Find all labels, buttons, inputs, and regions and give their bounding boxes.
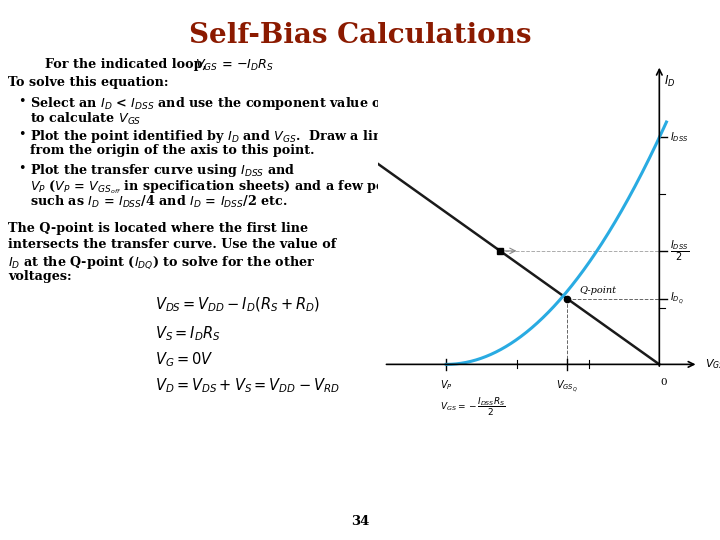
Text: $V_{GS}$: $V_{GS}$ <box>705 357 720 372</box>
Text: from the origin of the axis to this point.: from the origin of the axis to this poin… <box>30 144 315 157</box>
Text: $V_{GS_Q}$: $V_{GS_Q}$ <box>556 379 578 394</box>
Text: such as $I_D$ = $I_{DSS}$/4 and $I_D$ = $I_{DSS}$/2 etc.: such as $I_D$ = $I_{DSS}$/4 and $I_D$ = … <box>30 194 287 210</box>
Text: $V_{GS}$ = $-I_D R_S$: $V_{GS}$ = $-I_D R_S$ <box>195 58 274 73</box>
Text: $I_{DSS}$: $I_{DSS}$ <box>670 131 688 144</box>
Text: •: • <box>18 95 25 108</box>
Text: $I_D$: $I_D$ <box>664 74 675 89</box>
Text: 34: 34 <box>351 515 369 528</box>
Text: voltages:: voltages: <box>8 270 71 283</box>
Text: $I_{D_Q}$: $I_{D_Q}$ <box>670 291 683 306</box>
Text: Plot the point identified by $I_D$ and $V_{GS}$.  Draw a line: Plot the point identified by $I_D$ and $… <box>30 128 391 145</box>
Text: $I_D$ at the Q-point ($I_{DQ}$) to solve for the other: $I_D$ at the Q-point ($I_{DQ}$) to solve… <box>8 254 315 271</box>
Text: Sketching the self bias line: Sketching the self bias line <box>475 310 677 323</box>
Text: $V_D = V_{DS} + V_S = V_{DD} - V_{RD}$: $V_D = V_{DS} + V_S = V_{DD} - V_{RD}$ <box>155 376 340 395</box>
Text: Fig. (6.11): Fig. (6.11) <box>400 310 478 323</box>
Text: Plot the transfer curve using $I_{DSS}$ and: Plot the transfer curve using $I_{DSS}$ … <box>30 162 295 179</box>
Text: $V_P$: $V_P$ <box>440 379 453 392</box>
Text: intersects the transfer curve. Use the value of: intersects the transfer curve. Use the v… <box>8 238 336 251</box>
Text: Select an $I_D$ < $I_{DSS}$ and use the component value of $R_S$: Select an $I_D$ < $I_{DSS}$ and use the … <box>30 95 406 112</box>
Text: $\dfrac{I_{DSS}}{2}$: $\dfrac{I_{DSS}}{2}$ <box>670 239 689 264</box>
Text: $V_{DS} = V_{DD} - I_D(R_S + R_D)$: $V_{DS} = V_{DD} - I_D(R_S + R_D)$ <box>155 296 320 314</box>
Text: To solve this equation:: To solve this equation: <box>8 76 168 89</box>
Text: to calculate $V_{GS}$: to calculate $V_{GS}$ <box>30 111 141 127</box>
Text: Q-point: Q-point <box>580 286 617 295</box>
Text: $V_{GS} = -\dfrac{I_{DSS} R_S}{2}$: $V_{GS} = -\dfrac{I_{DSS} R_S}{2}$ <box>441 396 506 418</box>
Text: 0: 0 <box>661 379 667 388</box>
Text: The Q-point is located where the first line: The Q-point is located where the first l… <box>8 222 308 235</box>
Text: •: • <box>18 128 25 141</box>
Text: For the indicated loop,: For the indicated loop, <box>45 58 207 71</box>
Text: Self-Bias Calculations: Self-Bias Calculations <box>189 22 531 49</box>
Text: $V_P$ ($V_P$ = $V_{GS_{off}}$ in specification sheets) and a few points: $V_P$ ($V_P$ = $V_{GS_{off}}$ in specifi… <box>30 178 413 195</box>
Text: $V_S = I_D R_S$: $V_S = I_D R_S$ <box>155 324 221 343</box>
Text: $V_G = 0V$: $V_G = 0V$ <box>155 350 214 369</box>
Text: •: • <box>18 162 25 175</box>
